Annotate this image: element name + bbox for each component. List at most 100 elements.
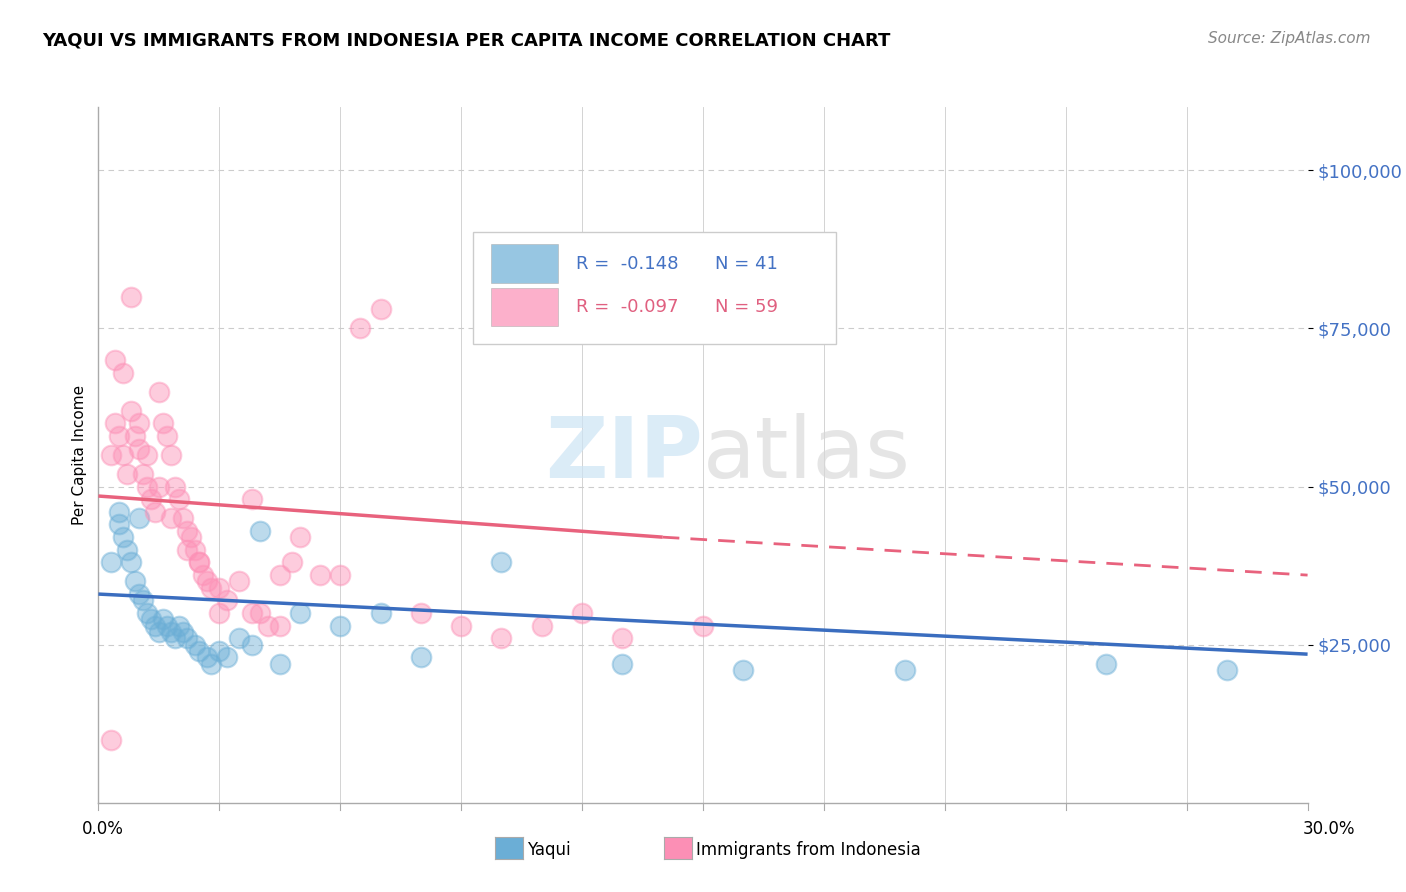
Point bbox=[217, 593, 239, 607]
Point bbox=[107, 517, 129, 532]
Text: Source: ZipAtlas.com: Source: ZipAtlas.com bbox=[1208, 31, 1371, 46]
Point bbox=[269, 657, 291, 671]
Point bbox=[152, 612, 174, 626]
Point bbox=[111, 448, 134, 462]
Point bbox=[249, 524, 271, 538]
Point bbox=[208, 606, 231, 620]
Bar bbox=[474, 232, 837, 343]
Point bbox=[188, 556, 211, 570]
Point bbox=[120, 403, 142, 417]
Point bbox=[135, 606, 157, 620]
Point bbox=[107, 505, 129, 519]
Text: Yaqui: Yaqui bbox=[527, 841, 571, 859]
Point bbox=[200, 657, 222, 671]
Point bbox=[172, 511, 194, 525]
Point bbox=[172, 625, 194, 640]
Point bbox=[228, 574, 250, 589]
Point bbox=[256, 618, 278, 632]
Point bbox=[1095, 657, 1118, 671]
Point bbox=[163, 479, 186, 493]
Point bbox=[132, 467, 155, 481]
Point bbox=[103, 353, 125, 368]
Point bbox=[269, 618, 291, 632]
Point bbox=[132, 593, 155, 607]
Point bbox=[195, 574, 218, 589]
Point bbox=[571, 606, 593, 620]
Text: 0.0%: 0.0% bbox=[82, 820, 124, 838]
Point bbox=[240, 638, 263, 652]
Point bbox=[128, 442, 150, 456]
Point bbox=[139, 612, 162, 626]
Point bbox=[329, 618, 352, 632]
Point bbox=[120, 556, 142, 570]
Text: N = 41: N = 41 bbox=[716, 254, 778, 273]
Point bbox=[163, 632, 186, 646]
Point bbox=[115, 467, 138, 481]
Point bbox=[530, 618, 553, 632]
Point bbox=[128, 511, 150, 525]
Text: R =  -0.148: R = -0.148 bbox=[576, 254, 679, 273]
Point bbox=[107, 429, 129, 443]
Point bbox=[450, 618, 472, 632]
Point bbox=[100, 732, 122, 747]
Text: R =  -0.097: R = -0.097 bbox=[576, 298, 679, 316]
Bar bbox=[492, 287, 558, 326]
Point bbox=[249, 606, 271, 620]
Point bbox=[309, 568, 332, 582]
Point bbox=[115, 542, 138, 557]
Text: N = 59: N = 59 bbox=[716, 298, 778, 316]
Point bbox=[100, 448, 122, 462]
Point bbox=[409, 606, 432, 620]
Text: YAQUI VS IMMIGRANTS FROM INDONESIA PER CAPITA INCOME CORRELATION CHART: YAQUI VS IMMIGRANTS FROM INDONESIA PER C… bbox=[42, 31, 890, 49]
Point bbox=[409, 650, 432, 665]
Point bbox=[208, 644, 231, 658]
Point bbox=[124, 574, 146, 589]
Point bbox=[370, 606, 392, 620]
Point bbox=[156, 618, 179, 632]
Point bbox=[135, 479, 157, 493]
Point bbox=[135, 448, 157, 462]
Text: ZIP: ZIP bbox=[546, 413, 703, 497]
Point bbox=[217, 650, 239, 665]
Point bbox=[349, 321, 371, 335]
Point bbox=[692, 618, 714, 632]
Point bbox=[893, 663, 915, 677]
Point bbox=[269, 568, 291, 582]
Point bbox=[612, 657, 634, 671]
Point bbox=[111, 530, 134, 544]
Point bbox=[160, 511, 183, 525]
Point bbox=[143, 505, 166, 519]
Point bbox=[228, 632, 250, 646]
Point bbox=[148, 625, 170, 640]
Point bbox=[240, 606, 263, 620]
Y-axis label: Per Capita Income: Per Capita Income bbox=[72, 384, 87, 525]
Point bbox=[193, 568, 215, 582]
Point bbox=[160, 625, 183, 640]
Point bbox=[200, 581, 222, 595]
Point bbox=[128, 587, 150, 601]
Point bbox=[288, 606, 311, 620]
Point bbox=[167, 492, 190, 507]
Point bbox=[120, 290, 142, 304]
Text: atlas: atlas bbox=[703, 413, 911, 497]
Point bbox=[143, 618, 166, 632]
Point bbox=[111, 366, 134, 380]
Point bbox=[288, 530, 311, 544]
Point bbox=[329, 568, 352, 582]
Point bbox=[188, 644, 211, 658]
Point bbox=[139, 492, 162, 507]
Point bbox=[124, 429, 146, 443]
Point bbox=[100, 556, 122, 570]
Point bbox=[184, 638, 207, 652]
Point bbox=[733, 663, 755, 677]
Point bbox=[188, 556, 211, 570]
Point bbox=[176, 632, 198, 646]
Point bbox=[281, 556, 304, 570]
Text: Immigrants from Indonesia: Immigrants from Indonesia bbox=[696, 841, 921, 859]
Point bbox=[176, 542, 198, 557]
Point bbox=[1216, 663, 1239, 677]
Point bbox=[152, 417, 174, 431]
Point bbox=[176, 524, 198, 538]
Point bbox=[156, 429, 179, 443]
Text: 30.0%: 30.0% bbox=[1302, 820, 1355, 838]
